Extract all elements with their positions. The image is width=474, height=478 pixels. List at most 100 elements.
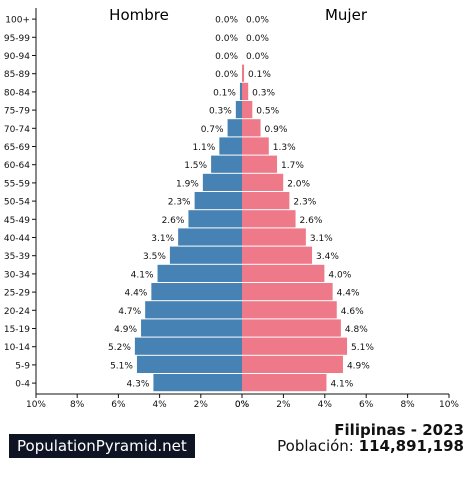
bar-hombre-60-64: [211, 155, 242, 173]
bar-hombre-65-69: [219, 137, 242, 155]
ytick-label-45-49: 45-49: [4, 216, 30, 226]
bar-mujer-40-44: [242, 228, 306, 246]
label-mujer-95-99: 0.0%: [246, 34, 269, 44]
bar-mujer-75-79: [242, 101, 253, 119]
label-hombre-45-49: 2.6%: [162, 216, 185, 226]
bar-mujer-45-49: [242, 210, 296, 228]
label-mujer-90-94: 0.0%: [246, 52, 269, 62]
bar-mujer-20-24: [242, 301, 337, 319]
bar-mujer-70-74: [242, 119, 261, 137]
label-hombre-5-9: 5.1%: [110, 361, 133, 371]
ytick-label-40-44: 40-44: [4, 234, 30, 244]
female-bars: [242, 64, 348, 392]
label-hombre-85-89: 0.0%: [215, 70, 238, 80]
label-mujer-0-4: 4.1%: [330, 380, 353, 390]
bar-hombre-35-39: [169, 246, 242, 264]
label-hombre-15-19: 4.9%: [114, 325, 137, 335]
bar-mujer-85-89: [242, 64, 245, 82]
bar-hombre-30-34: [157, 264, 242, 282]
label-mujer-100+: 0.0%: [246, 16, 269, 26]
bar-hombre-45-49: [188, 210, 242, 228]
bar-hombre-70-74: [227, 119, 242, 137]
label-hombre-80-84: 0.1%: [213, 88, 236, 98]
label-mujer-15-19: 4.8%: [345, 325, 368, 335]
bar-hombre-15-19: [141, 319, 242, 337]
ytick-label-95-99: 95-99: [4, 34, 30, 44]
label-mujer-55-59: 2.0%: [287, 179, 310, 189]
ytick-label-100+: 100+: [5, 16, 30, 26]
xtick-label-left-4%: 4%: [152, 400, 167, 410]
ytick-label-25-29: 25-29: [4, 289, 30, 299]
ytick-label-10-14: 10-14: [4, 343, 30, 353]
country-year: Filipinas - 2023: [334, 421, 464, 439]
label-hombre-50-54: 2.3%: [168, 198, 191, 208]
label-mujer-60-64: 1.7%: [281, 161, 304, 171]
ytick-label-75-79: 75-79: [4, 107, 30, 117]
bar-hombre-80-84: [239, 82, 242, 100]
xtick-label-right-8%: 8%: [400, 400, 415, 410]
label-hombre-65-69: 1.1%: [192, 143, 215, 153]
bar-mujer-5-9: [242, 355, 343, 373]
xtick-label-left-8%: 8%: [70, 400, 85, 410]
label-mujer-85-89: 0.1%: [248, 70, 271, 80]
legend-mujer: Mujer: [325, 6, 368, 24]
bar-hombre-25-29: [151, 283, 242, 301]
ytick-label-80-84: 80-84: [4, 88, 30, 98]
legend-hombre: Hombre: [109, 6, 169, 24]
value-labels: 0.0% 0.0% 0.0% 0.0% 0.0% 0.0% 0.0% 0.1% 0.1% 0.3%…: [108, 16, 374, 390]
bar-mujer-80-84: [242, 82, 249, 100]
ytick-label-35-39: 35-39: [4, 252, 30, 262]
population-label: Población:: [277, 437, 354, 455]
ytick-label-85-89: 85-89: [4, 70, 30, 80]
xtick-label-right-2%: 2%: [276, 400, 291, 410]
population-pyramid-chart: 0.0% 0.0% 0.0% 0.0% 0.0% 0.0% 0.0% 0.1% 0.1% 0.3%…: [4, 6, 460, 410]
label-mujer-70-74: 0.9%: [265, 125, 288, 135]
label-hombre-60-64: 1.5%: [184, 161, 207, 171]
xtick-label-right-10%: 10%: [439, 400, 459, 410]
label-mujer-20-24: 4.6%: [341, 307, 364, 317]
ytick-label-90-94: 90-94: [4, 52, 30, 62]
bar-mujer-50-54: [242, 192, 290, 210]
brand-logo[interactable]: PopulationPyramid.net: [9, 434, 195, 458]
label-hombre-75-79: 0.3%: [209, 107, 232, 117]
xtick-label-right-6%: 6%: [359, 400, 374, 410]
ytick-label-50-54: 50-54: [4, 198, 30, 208]
label-mujer-50-54: 2.3%: [293, 198, 316, 208]
ytick-label-55-59: 55-59: [4, 179, 30, 189]
bar-hombre-10-14: [134, 337, 242, 355]
label-mujer-25-29: 4.4%: [337, 289, 360, 299]
label-hombre-35-39: 3.5%: [143, 252, 166, 262]
bar-mujer-60-64: [242, 155, 278, 173]
label-hombre-55-59: 1.9%: [176, 179, 199, 189]
bar-mujer-10-14: [242, 337, 348, 355]
bar-mujer-30-34: [242, 264, 325, 282]
bar-hombre-20-24: [145, 301, 242, 319]
label-mujer-5-9: 4.9%: [347, 361, 370, 371]
bar-mujer-55-59: [242, 173, 284, 191]
bar-mujer-65-69: [242, 137, 269, 155]
bar-hombre-0-4: [153, 374, 242, 392]
label-hombre-20-24: 4.7%: [118, 307, 141, 317]
bar-hombre-50-54: [194, 192, 242, 210]
label-hombre-40-44: 3.1%: [151, 234, 174, 244]
population-value: 114,891,198: [358, 437, 464, 455]
label-mujer-65-69: 1.3%: [273, 143, 296, 153]
ytick-label-0-4: 0-4: [15, 380, 30, 390]
label-hombre-100+: 0.0%: [215, 16, 238, 26]
male-bars: [134, 82, 242, 392]
bar-mujer-15-19: [242, 319, 341, 337]
label-mujer-10-14: 5.1%: [351, 343, 374, 353]
xtick-label-right-0%: 0%: [235, 400, 250, 410]
label-hombre-90-94: 0.0%: [215, 52, 238, 62]
bar-hombre-40-44: [178, 228, 242, 246]
xtick-label-right-4%: 4%: [318, 400, 333, 410]
ytick-label-30-34: 30-34: [4, 270, 30, 280]
ytick-label-65-69: 65-69: [4, 143, 30, 153]
label-hombre-25-29: 4.4%: [124, 289, 147, 299]
label-hombre-95-99: 0.0%: [215, 34, 238, 44]
label-mujer-40-44: 3.1%: [310, 234, 333, 244]
label-mujer-30-34: 4.0%: [328, 270, 351, 280]
ytick-label-5-9: 5-9: [15, 361, 30, 371]
bar-mujer-0-4: [242, 374, 327, 392]
ytick-label-15-19: 15-19: [4, 325, 30, 335]
